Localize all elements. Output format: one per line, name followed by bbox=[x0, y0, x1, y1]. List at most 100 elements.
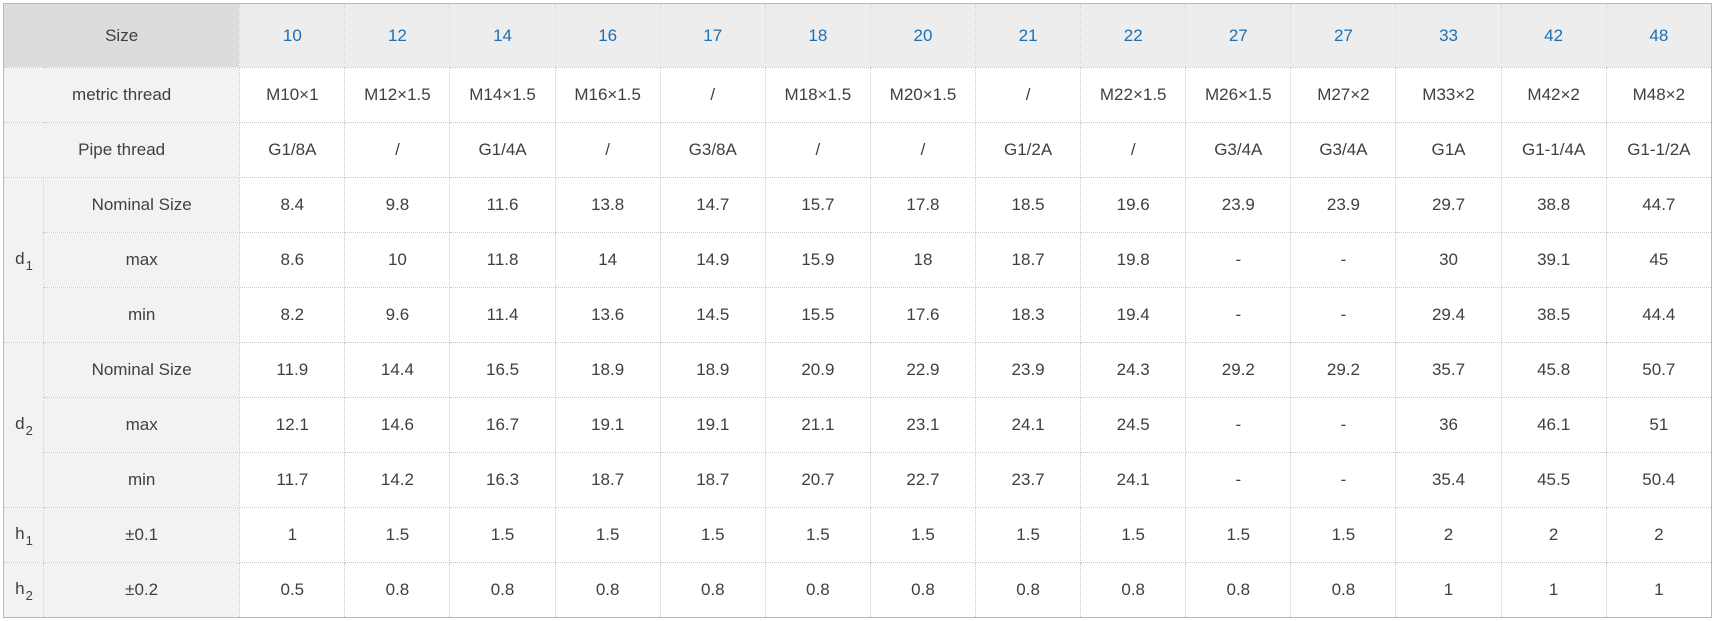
table-cell-d2-nominal-col12: 35.7 bbox=[1395, 342, 1502, 398]
table-cell-h1-col10: 1.5 bbox=[1185, 507, 1292, 563]
table-cell-d2-max-col3: 16.7 bbox=[449, 397, 556, 453]
table-cell-metric-thread-col11: M27×2 bbox=[1290, 67, 1397, 123]
table-cell-d1-min-col2: 9.6 bbox=[344, 287, 451, 343]
size-column-header-17: 17 bbox=[659, 3, 766, 68]
table-cell-d2-min-col13: 45.5 bbox=[1500, 452, 1607, 508]
table-cell-d1-min-col5: 14.5 bbox=[659, 287, 766, 343]
size-column-header-12: 12 bbox=[344, 3, 451, 68]
size-column-header-27: 27 bbox=[1290, 3, 1397, 68]
table-cell-d1-max-col11: - bbox=[1290, 232, 1397, 288]
table-cell-pipe-thread-col14: G1-1/2A bbox=[1605, 122, 1713, 178]
table-cell-d2-min-col6: 20.7 bbox=[764, 452, 871, 508]
table-cell-h2-col7: 0.8 bbox=[869, 562, 977, 618]
table-cell-d1-min-col8: 18.3 bbox=[975, 287, 1082, 343]
table-cell-d1-min-col11: - bbox=[1290, 287, 1397, 343]
size-column-header-10: 10 bbox=[239, 3, 346, 68]
table-cell-h1-col5: 1.5 bbox=[659, 507, 766, 563]
table-cell-d2-nominal-col4: 18.9 bbox=[554, 342, 661, 398]
size-column-header-33: 33 bbox=[1395, 3, 1502, 68]
table-cell-d1-min-col7: 17.6 bbox=[869, 287, 977, 343]
table-cell-d1-max-col1: 8.6 bbox=[239, 232, 346, 288]
table-cell-d2-min-col14: 50.4 bbox=[1605, 452, 1713, 508]
table-cell-d2-min-col8: 23.7 bbox=[975, 452, 1082, 508]
row-label-metric-thread: metric thread bbox=[2, 67, 241, 123]
table-row-d2-nominal: d2 Nominal Size 11.9 14.4 16.5 18.9 18.9 20.9 22… bbox=[2, 342, 1713, 508]
table-cell-pipe-thread-col3: G1/4A bbox=[449, 122, 556, 178]
table-cell-d2-max-col10: - bbox=[1185, 397, 1292, 453]
table-cell-d1-nominal-col11: 23.9 bbox=[1290, 177, 1397, 233]
table-cell-d2-nominal-col7: 22.9 bbox=[869, 342, 977, 398]
table-cell-d2-max-col12: 36 bbox=[1395, 397, 1502, 453]
table-cell-h2-col10: 0.8 bbox=[1185, 562, 1292, 618]
table-row-d2-min: min 11.7 14.2 16.3 18.7 18.7 20.7 22.7 23.7 24.1-… bbox=[4, 452, 1713, 508]
table-cell-d1-nominal-col13: 38.8 bbox=[1500, 177, 1607, 233]
table-cell-d2-max-col4: 19.1 bbox=[554, 397, 661, 453]
table-cell-h1-col4: 1.5 bbox=[554, 507, 661, 563]
table-row-d2-max: max 12.1 14.6 16.7 19.1 19.1 21.1 23.1 24.1 24.5-… bbox=[4, 397, 1713, 453]
table-cell-d1-min-col3: 11.4 bbox=[449, 287, 556, 343]
table-cell-pipe-thread-col6: / bbox=[764, 122, 871, 178]
table-cell-pipe-thread-col9: / bbox=[1080, 122, 1187, 178]
table-cell-d2-nominal-col8: 23.9 bbox=[975, 342, 1082, 398]
spec-table-body: metric thread M10×1 M12×1.5 M14×1.5 M16×1.5/… bbox=[2, 67, 1713, 618]
size-column-header-48: 48 bbox=[1605, 3, 1713, 68]
table-cell-metric-thread-col13: M42×2 bbox=[1500, 67, 1607, 123]
table-cell-pipe-thread-col7: / bbox=[869, 122, 977, 178]
table-cell-h1-col14: 2 bbox=[1605, 507, 1713, 563]
table-row-h2: h2 ±0.2 0.5 0.8 0.8 0.8 0.8 0.8 0.8 0.8 0.8 0.8 0.8 1… bbox=[2, 562, 1713, 618]
table-cell-d2-nominal-col1: 11.9 bbox=[239, 342, 346, 398]
table-cell-d2-max-col1: 12.1 bbox=[239, 397, 346, 453]
table-cell-d2-nominal-col3: 16.5 bbox=[449, 342, 556, 398]
table-cell-metric-thread-col14: M48×2 bbox=[1605, 67, 1713, 123]
table-cell-d2-max-col14: 51 bbox=[1605, 397, 1713, 453]
table-cell-d2-min-col5: 18.7 bbox=[659, 452, 766, 508]
table-cell-h1-col13: 2 bbox=[1500, 507, 1607, 563]
table-cell-d2-nominal-col10: 29.2 bbox=[1185, 342, 1292, 398]
table-row-d1-nominal: d1 Nominal Size 8.4 9.8 11.6 13.8 14.7 15.7 17.8… bbox=[2, 177, 1713, 343]
table-cell-h1-col11: 1.5 bbox=[1290, 507, 1397, 563]
table-cell-d2-max-col5: 19.1 bbox=[659, 397, 766, 453]
table-cell-d1-nominal-col6: 15.7 bbox=[764, 177, 871, 233]
table-cell-metric-thread-col2: M12×1.5 bbox=[344, 67, 451, 123]
table-cell-metric-thread-col10: M26×1.5 bbox=[1185, 67, 1292, 123]
table-cell-d1-nominal-col3: 11.6 bbox=[449, 177, 556, 233]
group-label-d1: d1 bbox=[2, 177, 45, 343]
table-cell-h2-col14: 1 bbox=[1605, 562, 1713, 618]
size-column-header-14: 14 bbox=[449, 3, 556, 68]
size-column-header-27: 27 bbox=[1185, 3, 1292, 68]
group-label-subscript: 1 bbox=[25, 533, 33, 549]
table-cell-d2-nominal-col6: 20.9 bbox=[764, 342, 871, 398]
table-cell-metric-thread-col7: M20×1.5 bbox=[869, 67, 977, 123]
table-cell-d1-max-col10: - bbox=[1185, 232, 1292, 288]
table-cell-d1-max-col12: 30 bbox=[1395, 232, 1502, 288]
table-cell-d1-max-col4: 14 bbox=[554, 232, 661, 288]
table-cell-d1-nominal-col2: 9.8 bbox=[344, 177, 451, 233]
table-cell-d1-min-col9: 19.4 bbox=[1080, 287, 1187, 343]
table-cell-pipe-thread-col10: G3/4A bbox=[1185, 122, 1292, 178]
table-cell-d1-min-col13: 38.5 bbox=[1500, 287, 1607, 343]
table-cell-h1-col1: 1 bbox=[239, 507, 346, 563]
table-cell-d1-min-col1: 8.2 bbox=[239, 287, 346, 343]
table-cell-d1-nominal-col14: 44.7 bbox=[1605, 177, 1713, 233]
table-cell-h1-col2: 1.5 bbox=[344, 507, 451, 563]
table-cell-pipe-thread-col13: G1-1/4A bbox=[1500, 122, 1607, 178]
table-row-h1: h1 ±0.1 1 1.5 1.5 1.5 1.5 1.5 1.5 1.5 1.5 1.5 1.5 2 2 2 bbox=[2, 507, 1713, 563]
table-cell-pipe-thread-col4: / bbox=[554, 122, 661, 178]
table-cell-pipe-thread-col8: G1/2A bbox=[975, 122, 1082, 178]
table-cell-d1-nominal-col1: 8.4 bbox=[239, 177, 346, 233]
table-cell-metric-thread-col12: M33×2 bbox=[1395, 67, 1502, 123]
table-cell-d1-max-col9: 19.8 bbox=[1080, 232, 1187, 288]
table-cell-metric-thread-col4: M16×1.5 bbox=[554, 67, 661, 123]
table-cell-d2-min-col3: 16.3 bbox=[449, 452, 556, 508]
table-cell-h1-col9: 1.5 bbox=[1080, 507, 1187, 563]
row-label-h2: ±0.2 bbox=[43, 562, 241, 618]
table-cell-d2-nominal-col2: 14.4 bbox=[344, 342, 451, 398]
table-cell-d1-min-col10: - bbox=[1185, 287, 1292, 343]
row-label-d1-min: min bbox=[43, 287, 241, 343]
table-cell-d2-min-col11: - bbox=[1290, 452, 1397, 508]
group-label-subscript: 1 bbox=[25, 258, 33, 274]
table-cell-h2-col2: 0.8 bbox=[344, 562, 451, 618]
group-label-d2: d2 bbox=[2, 342, 45, 508]
table-cell-d2-max-col2: 14.6 bbox=[344, 397, 451, 453]
